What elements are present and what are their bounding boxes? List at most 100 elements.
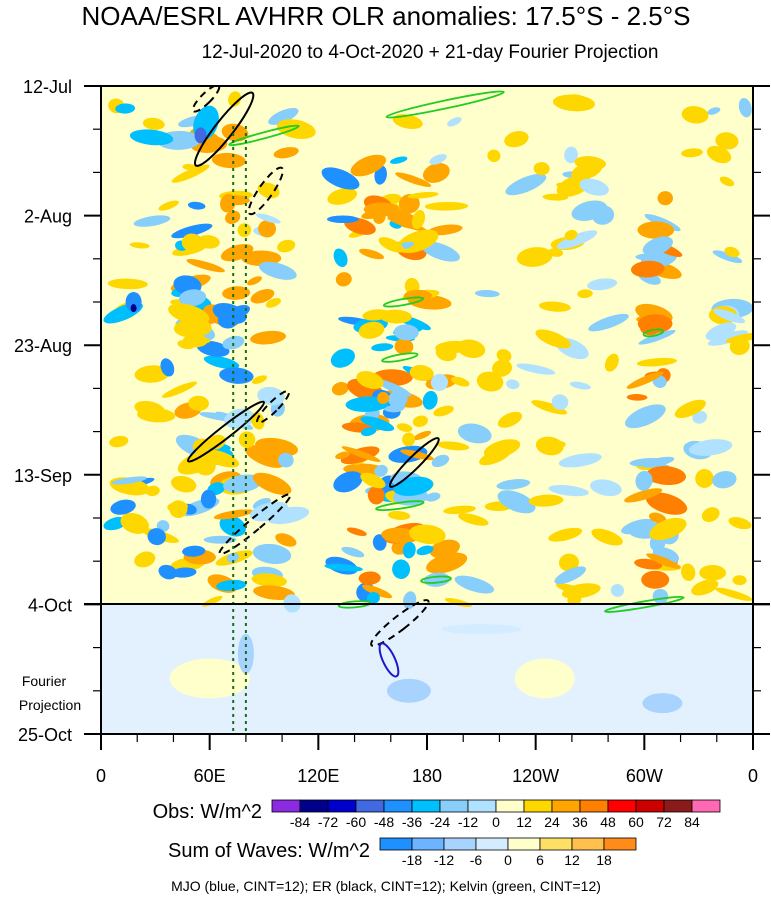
anomaly-blob — [516, 247, 553, 267]
anomaly-blob — [257, 182, 280, 199]
anomaly-blob — [109, 435, 129, 448]
anomaly-blob — [171, 567, 197, 578]
anomaly-blob — [133, 215, 171, 227]
anomaly-blob — [324, 563, 363, 572]
anomaly-blob — [648, 512, 667, 524]
anomaly-blob — [350, 154, 386, 177]
anomaly-blob — [732, 575, 747, 586]
anomaly-blob — [674, 399, 706, 419]
anomaly-blob — [203, 355, 240, 370]
anomaly-blob — [492, 359, 513, 377]
anomaly-blob — [542, 193, 569, 201]
anomaly-blob — [335, 272, 352, 287]
anomaly-blob — [244, 445, 285, 468]
anomaly-blob — [356, 371, 384, 389]
anomaly-blob — [712, 470, 737, 489]
waves-legend: Sum of Waves: W/m^2 -18 -12 -6 0 6 12 18 — [168, 837, 637, 868]
anomaly-blob — [630, 260, 665, 278]
anomaly-blob — [692, 410, 708, 424]
colorbar-tick-label: 18 — [596, 852, 612, 868]
colorbar-swatch — [299, 799, 329, 813]
colorbar-tick-label: 48 — [600, 814, 616, 830]
anomaly-blob — [181, 233, 203, 252]
colorbar-swatch — [495, 799, 525, 813]
anomaly-blob — [649, 517, 687, 541]
anomaly-blob — [220, 243, 254, 262]
colorbar-tick-label: 72 — [656, 814, 672, 830]
anomaly-blob — [237, 223, 252, 238]
anomaly-blob — [738, 98, 752, 118]
anomaly-blob — [641, 570, 670, 589]
anomaly-blob — [130, 304, 137, 313]
colorbar-tick-label: -84 — [290, 814, 310, 830]
colorbar-tick-label: 84 — [684, 814, 700, 830]
anomaly-blob — [567, 595, 582, 605]
anomaly-blob — [194, 127, 207, 144]
anomaly-blob — [253, 585, 295, 601]
anomaly-blob — [360, 416, 395, 432]
anomaly-blob — [178, 289, 207, 307]
anomaly-blob — [398, 194, 420, 214]
anomaly-blob — [120, 512, 149, 534]
anomaly-blob — [222, 335, 245, 350]
anomaly-blob — [688, 439, 733, 456]
anomaly-blob — [638, 329, 676, 345]
chart-subtitle: 12-Jul-2020 to 4-Oct-2020 + 21-day Fouri… — [202, 42, 659, 63]
colorbar-swatch — [579, 799, 609, 813]
kelvin-contour — [381, 352, 419, 363]
colorbar-swatch — [443, 837, 477, 851]
anomaly-blob — [387, 510, 411, 521]
anomaly-blob — [238, 431, 256, 449]
colorbar-swatch — [379, 837, 413, 851]
anomaly-blob — [169, 658, 250, 699]
anomaly-blob — [360, 427, 377, 437]
x-tick-label: 60W — [626, 766, 663, 786]
anomaly-blob — [158, 564, 177, 580]
colorbar-tick-label: 24 — [544, 814, 560, 830]
anomaly-blob — [268, 107, 299, 125]
obs-legend: Obs: W/m^2 -84 -72 -60 -48 -36 -24 -12 0 12 24 36 4… — [153, 799, 721, 830]
anomaly-blob — [558, 453, 602, 468]
anomaly-blob — [125, 292, 142, 312]
anomaly-blob — [363, 202, 400, 217]
anomaly-blob — [712, 250, 743, 263]
anomaly-blob — [168, 303, 210, 325]
anomaly-blob — [514, 658, 575, 699]
anomaly-blob — [626, 371, 664, 389]
anomaly-blob — [533, 162, 550, 176]
anomaly-blob — [167, 501, 188, 512]
footnote: MJO (blue, CINT=12); ER (black, CINT=12)… — [171, 878, 601, 894]
anomaly-blob — [569, 381, 591, 390]
anomaly-blob — [451, 376, 470, 387]
anomaly-blob — [516, 363, 556, 375]
anomaly-blob — [394, 338, 414, 355]
anomaly-blob — [187, 201, 206, 210]
anomaly-blob — [637, 221, 675, 239]
anomaly-blob — [160, 358, 175, 377]
anomaly-blob — [358, 571, 381, 585]
anomaly-blob — [728, 517, 752, 530]
anomaly-blob — [361, 584, 393, 599]
anomaly-blob — [556, 182, 578, 192]
anomaly-blob — [531, 400, 568, 415]
anomaly-blob — [625, 404, 666, 429]
anomaly-blob — [506, 379, 520, 390]
anomaly-blob — [275, 533, 297, 547]
er-contour — [370, 599, 430, 647]
anomaly-blob — [171, 475, 197, 493]
anomaly-blob — [657, 191, 673, 206]
anomaly-blob — [695, 469, 714, 488]
anomaly-blob — [412, 415, 428, 428]
anomaly-blob — [134, 365, 170, 383]
kelvin-contour — [420, 575, 452, 584]
anomaly-blob — [642, 236, 673, 256]
colorbar-tick-label: -72 — [318, 814, 338, 830]
anomaly-blob — [636, 357, 677, 367]
anomaly-blob — [487, 149, 501, 163]
anomaly-blob — [699, 564, 727, 581]
anomaly-blob — [538, 301, 571, 312]
colorbar-tick-label: -18 — [402, 852, 422, 868]
anomaly-blob — [554, 566, 586, 585]
waves-colorbar: -18 -12 -6 0 6 12 18 — [379, 837, 637, 868]
anomaly-blob — [326, 215, 359, 224]
